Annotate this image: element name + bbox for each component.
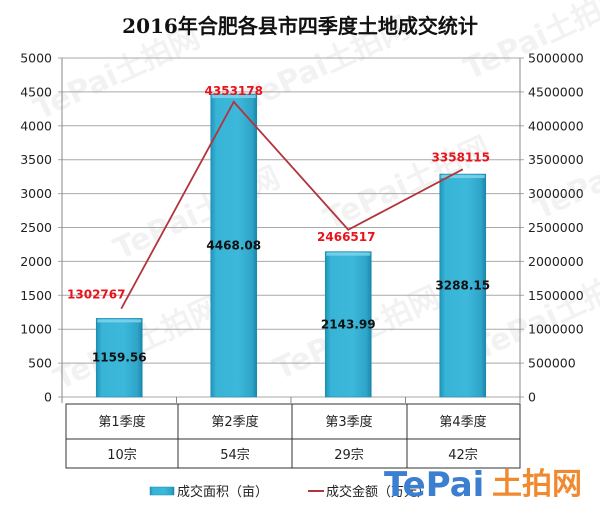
tepai-logo: TePai 土拍网 <box>384 465 582 505</box>
line-value-label: 2466517 <box>317 230 375 244</box>
table-count-q2: 54宗 <box>220 447 250 463</box>
right-y-tick-label: 3000000 <box>528 186 584 201</box>
left-y-tick-label: 1500 <box>20 288 52 303</box>
left-y-tick-label: 4500 <box>20 84 52 99</box>
chart-title: 2016年合肥各县市四季度土地成交统计 <box>122 14 478 38</box>
bar-1: 1159.56 <box>92 318 147 398</box>
left-y-tick-label: 4000 <box>20 118 52 133</box>
left-y-tick-label: 5000 <box>20 51 52 66</box>
left-y-tick-label: 2500 <box>20 220 52 235</box>
bar-value-label: 1159.56 <box>92 351 147 365</box>
left-y-tick-label: 3000 <box>20 186 52 201</box>
line-value-label: 1302767 <box>67 288 125 302</box>
left-y-tick-label: 0 <box>44 390 52 405</box>
bar-value-label: 2143.99 <box>321 317 376 331</box>
right-y-tick-label: 1000000 <box>528 322 584 337</box>
right-y-tick-label: 2500000 <box>528 220 584 235</box>
line-value-label: 4353178 <box>205 84 263 98</box>
right-y-tick-label: 0 <box>528 390 536 405</box>
line-value-label: 3358115 <box>432 150 490 164</box>
table-header-q2: 第2季度 <box>211 414 258 430</box>
table-header-q4: 第4季度 <box>439 414 486 430</box>
watermark-text: TePai土拍网 <box>469 260 600 367</box>
right-y-axis: 0 500000 1000000 1500000 2000000 2500000 30000… <box>528 51 584 405</box>
right-y-tick-label: 4000000 <box>528 118 584 133</box>
right-y-tick-label: 2000000 <box>528 254 584 269</box>
right-y-tick-label: 4500000 <box>528 84 584 99</box>
legend-line-label: 成交金额（万元） <box>326 484 430 500</box>
legend-bar-swatch-icon <box>149 486 175 496</box>
right-y-tick-label: 3500000 <box>528 152 584 167</box>
data-table: 第1季度 第2季度 第3季度 第4季度 10宗 54宗 29宗 42宗 <box>65 403 521 469</box>
table-header-q1: 第1季度 <box>98 414 145 430</box>
legend: 成交面积（亩） 成交金额（万元） <box>149 484 430 500</box>
line-series-amount: 1302767 4353178 2466517 3358115 <box>67 84 490 310</box>
logo-text-en: TePai <box>384 465 484 505</box>
right-y-tick-label: 1500000 <box>528 288 584 303</box>
watermark-text: TePai土拍网 <box>529 120 600 227</box>
table-count-q1: 10宗 <box>107 447 137 463</box>
legend-bar-label: 成交面积（亩） <box>177 484 268 500</box>
watermark-text: TePai土拍网 <box>459 0 600 87</box>
table-header-q3: 第3季度 <box>325 414 372 430</box>
right-y-tick-label: 500000 <box>528 356 576 371</box>
bar-value-label: 3288.15 <box>435 279 490 293</box>
left-y-axis: 0 500 1000 1500 2000 2500 3000 3500 4000 4500 5000 <box>20 51 52 405</box>
right-y-tick-label: 5000000 <box>528 51 584 66</box>
left-y-tick-label: 3500 <box>20 152 52 167</box>
logo-text-cn: 土拍网 <box>492 467 582 502</box>
table-count-q4: 42宗 <box>448 447 478 463</box>
bar-2: 4468.08 <box>206 93 261 398</box>
left-y-tick-label: 2000 <box>20 254 52 269</box>
bar-series-area: 1159.56 4468.08 2143.99 3288.15 <box>92 93 490 398</box>
bar-4: 3288.15 <box>435 173 490 398</box>
left-y-tick-label: 1000 <box>20 322 52 337</box>
left-y-tick-label: 500 <box>28 356 52 371</box>
bar-value-label: 4468.08 <box>206 239 261 253</box>
bar-3: 2143.99 <box>321 251 376 398</box>
table-count-q3: 29宗 <box>334 447 364 463</box>
